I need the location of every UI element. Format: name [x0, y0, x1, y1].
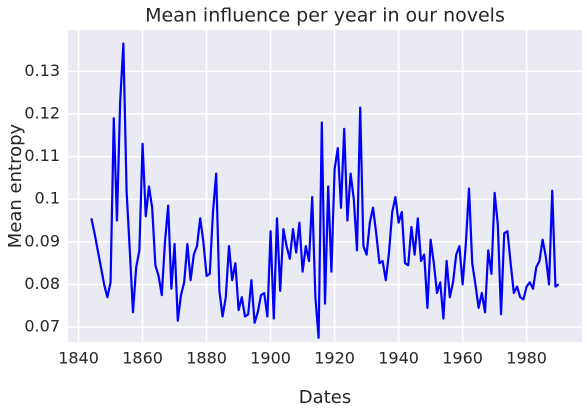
- x-tick-label: 1940: [378, 349, 419, 368]
- x-tick-label: 1960: [442, 349, 483, 368]
- y-axis-label: Mean entropy: [5, 123, 26, 248]
- y-tick-label: 0.13: [24, 61, 60, 80]
- x-tick-label: 1880: [186, 349, 227, 368]
- x-tick-label: 1980: [506, 349, 547, 368]
- x-axis-label: Dates: [299, 387, 351, 408]
- x-tick-label: 1860: [122, 349, 163, 368]
- y-tick-label: 0.11: [24, 146, 60, 165]
- y-tick-label: 0.08: [24, 274, 60, 293]
- y-tick-label: 0.07: [24, 317, 60, 336]
- x-tick-label: 1840: [58, 349, 99, 368]
- y-tick-label: 0.1: [35, 189, 60, 208]
- x-tick-label: 1900: [250, 349, 291, 368]
- data-line: [90, 42, 560, 339]
- y-tick-label: 0.09: [24, 231, 60, 250]
- x-tick-label: 1920: [314, 349, 355, 368]
- chart-title: Mean influence per year in our novels: [145, 5, 505, 27]
- y-tick-label: 0.12: [24, 103, 60, 122]
